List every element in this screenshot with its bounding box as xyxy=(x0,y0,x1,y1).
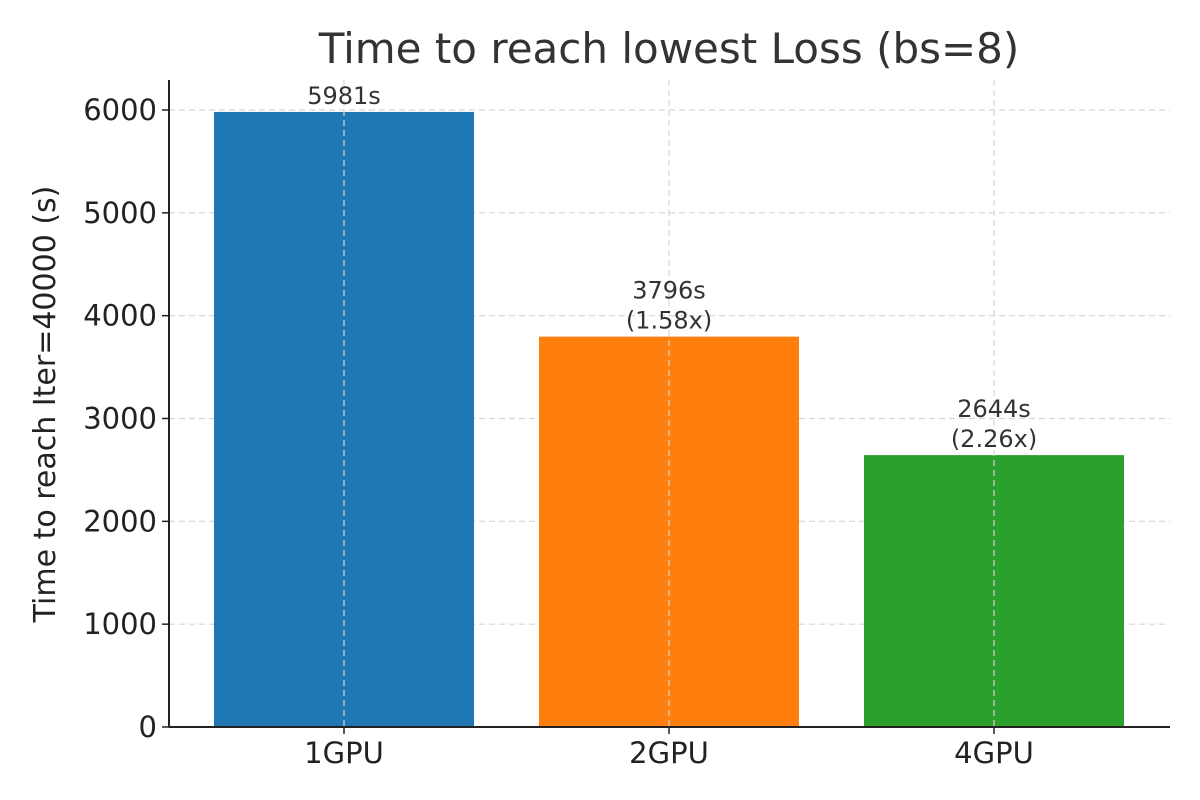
bars xyxy=(214,80,1124,727)
chart-title: Time to reach lowest Loss (bs=8) xyxy=(318,24,1020,73)
bar-value-labels: 5981s 3796s(1.58x) 2644s(2.26x) xyxy=(307,82,1037,453)
tick-labels: 0 1000 2000 3000 4000 5000 6000 1GPU 2GPU 4GPU xyxy=(83,93,1034,770)
bar-value-label: 3796s xyxy=(632,277,706,305)
x-tick-label: 4GPU xyxy=(954,736,1034,770)
bar-value-label: (1.58x) xyxy=(626,307,712,335)
y-tick-label: 1000 xyxy=(83,607,157,641)
bar-value-label: 5981s xyxy=(307,82,381,110)
bar-value-label: (2.26x) xyxy=(951,425,1037,453)
y-tick-label: 4000 xyxy=(83,299,157,333)
y-tick-label: 0 xyxy=(139,710,157,744)
y-tick-label: 2000 xyxy=(83,504,157,538)
axes xyxy=(162,80,1170,734)
y-tick-label: 3000 xyxy=(83,402,157,436)
x-tick-label: 1GPU xyxy=(304,736,384,770)
y-tick-label: 6000 xyxy=(83,93,157,127)
y-axis-label: Time to reach Iter=40000 (s) xyxy=(28,186,63,624)
y-tick-label: 5000 xyxy=(83,196,157,230)
bar-value-label: 2644s xyxy=(957,395,1031,423)
x-tick-label: 2GPU xyxy=(629,736,709,770)
